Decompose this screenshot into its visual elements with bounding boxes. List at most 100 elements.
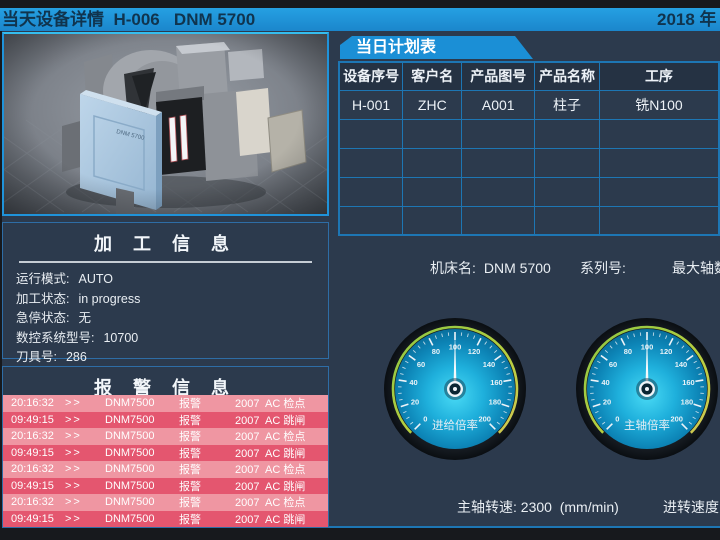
table-cell — [402, 147, 463, 178]
alarm-sep: >> — [65, 413, 82, 426]
alarm-time: 09:49:15 — [11, 413, 54, 426]
column-header: 客户名 — [402, 61, 463, 91]
alarm-detail: 2007 AC 检点 — [235, 497, 306, 510]
feed-speed-label: 进转速度 — [663, 499, 719, 515]
gauge-label: 主轴倍率 — [624, 418, 670, 432]
alarm-row: 09:49:15 >> DNM7500 报警 2007 AC 跳闸 — [3, 510, 328, 527]
spindle-speed-value: 2300 — [520, 499, 552, 515]
field-label: 刀具号: — [16, 350, 57, 364]
machine-name-value: DNM 5700 — [483, 260, 551, 276]
table-cell — [598, 118, 720, 149]
gauge-label: 进给倍率 — [432, 418, 478, 432]
alarm-sep: >> — [65, 479, 82, 492]
alarm-type: 报警 — [179, 447, 201, 460]
table-cell — [338, 147, 404, 178]
table-row — [338, 205, 720, 236]
gauge-tick-label: 160 — [490, 378, 503, 387]
feed-override-gauge: 020406080100120140160180200进给倍率 — [384, 318, 526, 460]
gauge-tick-label: 180 — [489, 398, 502, 407]
column-header: 工序 — [598, 61, 720, 91]
field-label: 数控系统型号: — [16, 330, 95, 345]
gauge-tick-label: 200 — [670, 414, 683, 423]
machine-name-label: 机床名: — [430, 260, 476, 276]
title-divider — [19, 261, 312, 263]
max-axes-label: 最大轴数 — [672, 260, 720, 276]
gauge-tick-label: 80 — [432, 347, 440, 356]
alarm-detail: 2007 AC 检点 — [235, 464, 306, 477]
alarm-row: 20:16:32 >> DNM7500 报警 2007 AC 检点 — [3, 494, 328, 511]
table-cell: A001 — [461, 89, 536, 120]
alarm-dev: DNM7500 — [105, 397, 155, 410]
alarm-type: 报警 — [179, 414, 201, 427]
alarm-dev: DNM7500 — [105, 463, 155, 476]
gauge-needle — [645, 332, 649, 393]
alarm-time: 20:16:32 — [11, 397, 54, 410]
alarm-sep: >> — [65, 496, 82, 509]
table-cell: ZHC — [402, 89, 463, 120]
main-panel: DNM 5700 加 工 信 息 运行模式: AUTO 加工状态: in progre… — [2, 31, 720, 528]
field-label: 运行模式: — [16, 272, 70, 286]
processing-info-row: 数控系统型号: 10700 — [3, 329, 328, 349]
machine-3d-render: DNM 5700 — [4, 34, 327, 214]
alarm-type: 报警 — [179, 431, 201, 444]
tab-daily-plan[interactable]: 当日计划表 — [340, 36, 533, 59]
alarm-type: 报警 — [179, 398, 201, 411]
alarm-dev: DNM7500 — [105, 413, 155, 426]
table-cell — [598, 147, 720, 178]
table-cell: 铣N100 — [598, 89, 720, 120]
table-cell — [534, 147, 600, 178]
alarm-time: 09:49:15 — [11, 446, 54, 459]
processing-info-fields: 运行模式: AUTO 加工状态: in progress 急停状态: 无数控系统型号: 10… — [3, 270, 328, 368]
table-header-row: 设备序号 客户名 产品图号 产品名称 工序 — [338, 61, 720, 91]
gauge-tick-label: 140 — [483, 360, 496, 369]
gauge-tick-label: 120 — [468, 347, 481, 356]
gauge-tick-label: 80 — [624, 347, 632, 356]
alarm-time: 20:16:32 — [11, 430, 54, 443]
table-cell: 柱子 — [534, 89, 600, 120]
table-cell — [534, 176, 600, 207]
gauge-needle — [453, 332, 457, 393]
table-row — [338, 118, 720, 149]
processing-info-row: 急停状态: 无 — [3, 309, 328, 329]
alarm-info-title: 报 警 信 息 — [93, 378, 237, 398]
alarm-row: 20:16:32 >> DNM7500 报警 2007 AC 检点 — [3, 461, 328, 478]
alarm-detail: 2007 AC 跳闸 — [235, 414, 306, 427]
table-cell: H-001 — [338, 89, 404, 120]
table-cell — [534, 118, 600, 149]
alarm-type: 报警 — [179, 513, 201, 526]
alarm-row: 09:49:15 >> DNM7500 报警 2007 AC 跳闸 — [3, 411, 328, 428]
gauge-tick-label: 20 — [603, 398, 611, 407]
gauge-tick-label: 160 — [682, 378, 695, 387]
processing-info-title: 加 工 信 息 — [93, 234, 237, 254]
field-value: 286 — [65, 350, 87, 364]
serial-number-field: 系列号: — [580, 258, 634, 278]
table-row — [338, 176, 720, 207]
alarm-sep: >> — [65, 446, 82, 459]
field-value: 10700 — [103, 330, 139, 345]
machine-image-panel: DNM 5700 — [2, 32, 329, 216]
spindle-speed-unit: (mm/min) — [559, 499, 619, 515]
gauge-tick-label: 140 — [675, 360, 688, 369]
table-cell — [338, 205, 404, 236]
processing-info-panel: 加 工 信 息 运行模式: AUTO 加工状态: in progress 急停状态: 无数… — [2, 222, 329, 364]
alarm-type: 报警 — [179, 497, 201, 510]
alarm-detail: 2007 AC 跳闸 — [235, 447, 306, 460]
table-cell — [461, 147, 536, 178]
alarm-time: 09:49:15 — [11, 512, 54, 525]
table-cell — [534, 205, 600, 236]
alarm-row: 20:16:32 >> DNM7500 报警 2007 AC 检点 — [3, 428, 328, 445]
field-label: 急停状态: — [16, 311, 70, 325]
serial-number-label: 系列号: — [580, 260, 626, 276]
table-row — [338, 147, 720, 178]
processing-info-row: 运行模式: AUTO — [3, 270, 328, 290]
table-cell — [338, 118, 404, 149]
spindle-speed-label: 主轴转速: — [457, 499, 517, 515]
table-cell — [598, 205, 720, 236]
gauge-tick-label: 200 — [478, 414, 491, 423]
field-value: AUTO — [78, 272, 113, 286]
table-cell — [598, 176, 720, 207]
gauge-tick-label: 60 — [609, 360, 617, 369]
column-header: 产品名称 — [534, 61, 600, 91]
field-value: 无 — [78, 311, 91, 325]
